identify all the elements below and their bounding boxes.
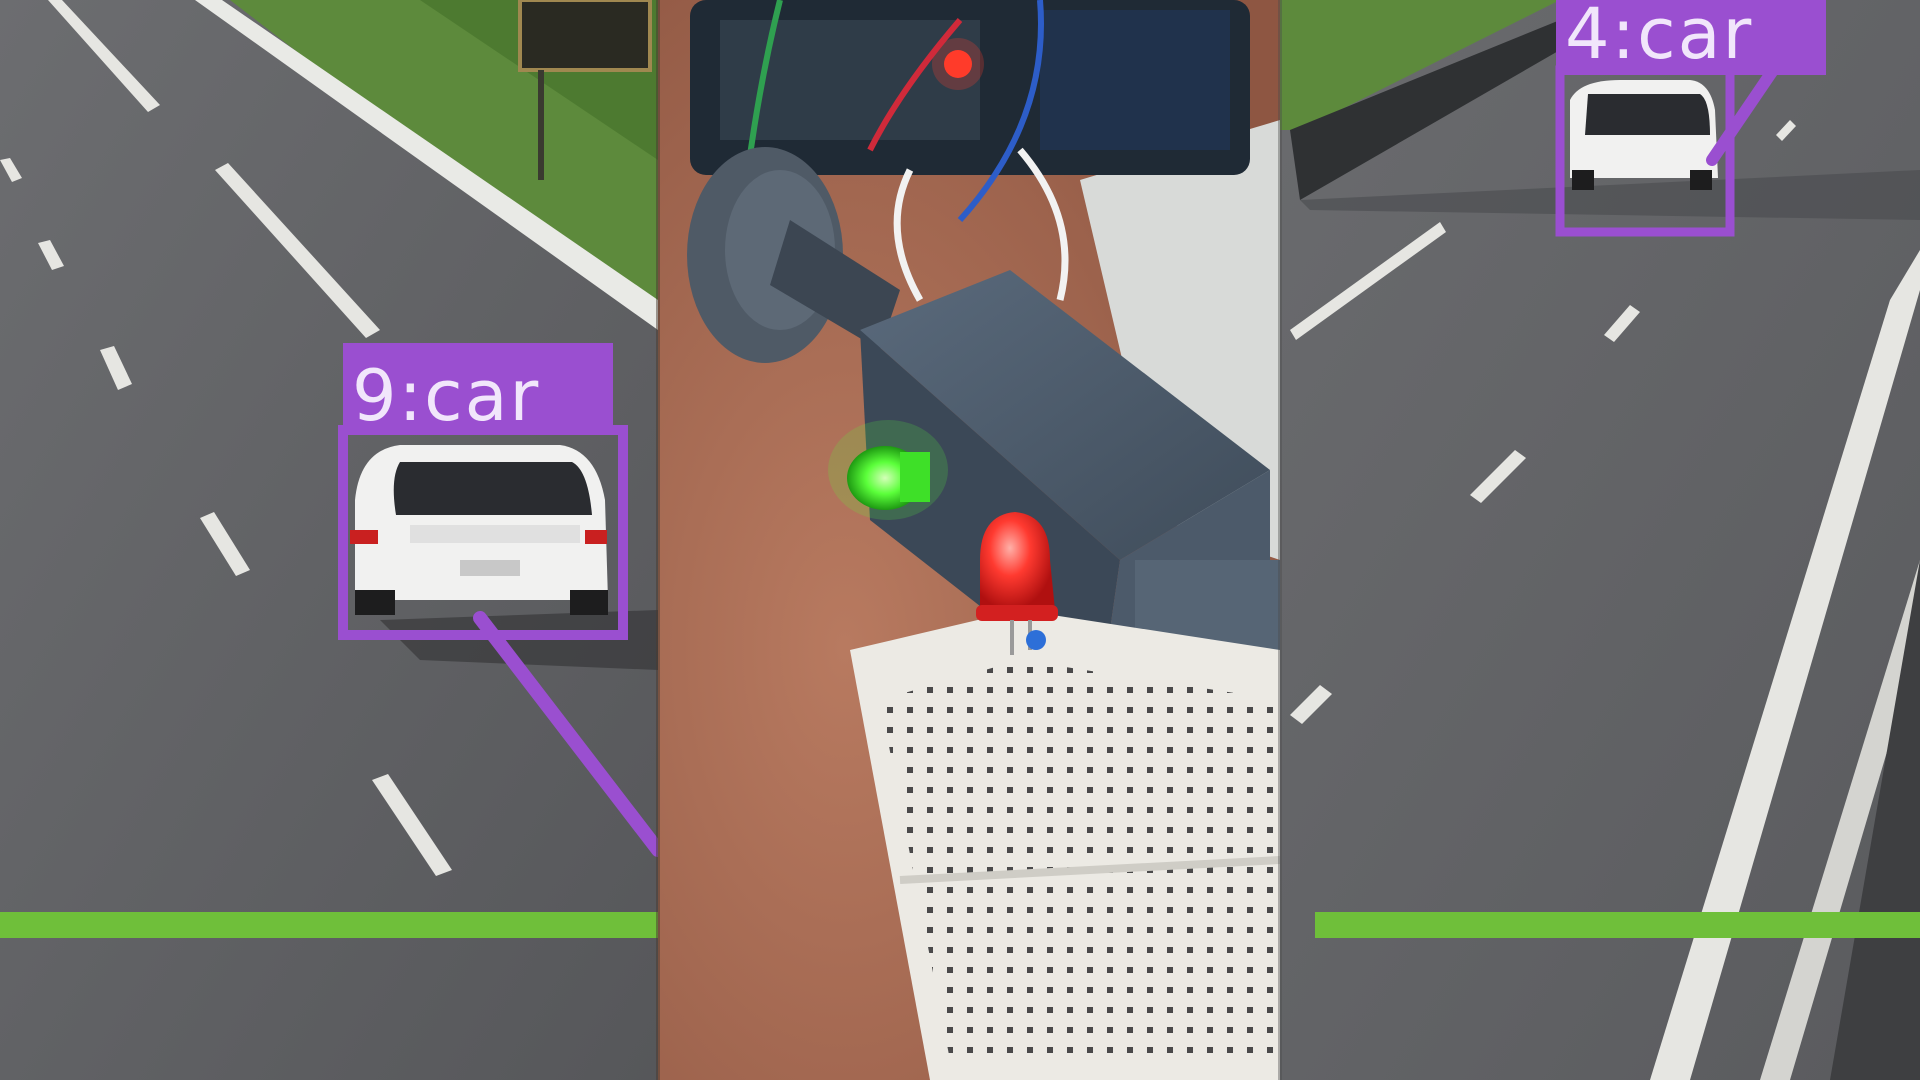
car-left xyxy=(350,445,608,615)
lane-markings-right xyxy=(1290,120,1796,724)
detection-label-right: 4:car xyxy=(1565,0,1753,75)
trajectory-line-left xyxy=(473,611,658,857)
right-camera-panel: 4:car xyxy=(1280,0,1920,1080)
trajectory-line-right xyxy=(1706,54,1786,166)
detection-box-right: 4:car xyxy=(1555,0,1826,237)
car-right xyxy=(1570,80,1718,190)
counting-line-left xyxy=(0,912,658,938)
red-led xyxy=(976,512,1058,655)
counting-line-right xyxy=(1315,912,1920,938)
center-hardware-panel xyxy=(658,0,1280,1080)
lane-markings xyxy=(0,0,452,876)
green-led xyxy=(828,420,948,520)
detection-label-left: 9:car xyxy=(352,355,540,437)
left-camera-panel: 9:car xyxy=(0,0,658,1080)
detection-box-left: 9:car xyxy=(338,343,628,640)
